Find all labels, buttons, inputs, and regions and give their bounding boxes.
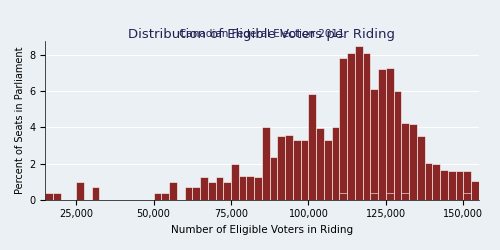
Bar xyxy=(200,177,208,200)
Bar xyxy=(300,140,308,200)
Bar xyxy=(162,194,169,200)
Bar xyxy=(308,94,316,200)
Y-axis label: Percent of Seats in Parliament: Percent of Seats in Parliament xyxy=(15,46,25,194)
Bar xyxy=(386,68,394,200)
Bar xyxy=(432,164,440,200)
Bar xyxy=(45,194,53,200)
Bar xyxy=(316,128,324,200)
Bar xyxy=(355,46,362,200)
Bar xyxy=(262,127,270,200)
Bar xyxy=(169,182,177,200)
Bar xyxy=(285,134,293,200)
Bar xyxy=(370,89,378,200)
Bar xyxy=(324,140,332,200)
Bar xyxy=(402,194,409,200)
Bar xyxy=(471,181,479,200)
Bar xyxy=(402,123,409,200)
Bar xyxy=(239,176,246,200)
Bar xyxy=(394,91,402,200)
Bar xyxy=(340,58,347,200)
Bar xyxy=(184,187,192,200)
Text: Canadian Federal Election 2011: Canadian Federal Election 2011 xyxy=(179,29,345,39)
Bar xyxy=(464,194,471,200)
Bar xyxy=(370,194,378,200)
Bar xyxy=(417,136,424,200)
Bar xyxy=(224,182,231,200)
Bar xyxy=(347,53,355,200)
Bar xyxy=(424,163,432,200)
Bar xyxy=(464,171,471,200)
Bar xyxy=(362,53,370,200)
Bar xyxy=(278,136,285,200)
Bar xyxy=(154,194,162,200)
Bar xyxy=(246,176,254,200)
Bar xyxy=(192,187,200,200)
Bar xyxy=(254,177,262,200)
Bar xyxy=(76,182,84,200)
Bar xyxy=(409,124,417,200)
Title: Distribution of Eligible Voters per Riding: Distribution of Eligible Voters per Ridi… xyxy=(128,28,396,40)
Bar xyxy=(293,140,300,200)
Bar xyxy=(378,68,386,200)
Bar xyxy=(53,194,60,200)
Bar xyxy=(456,171,464,200)
Bar xyxy=(386,194,394,200)
Bar xyxy=(270,157,278,200)
Bar xyxy=(231,164,239,200)
Bar xyxy=(440,170,448,200)
Bar xyxy=(92,187,100,200)
Bar xyxy=(448,171,456,200)
Bar xyxy=(332,127,340,200)
Bar xyxy=(340,194,347,200)
Bar xyxy=(216,177,224,200)
X-axis label: Number of Eligible Voters in Riding: Number of Eligible Voters in Riding xyxy=(171,225,353,235)
Bar xyxy=(208,182,216,200)
